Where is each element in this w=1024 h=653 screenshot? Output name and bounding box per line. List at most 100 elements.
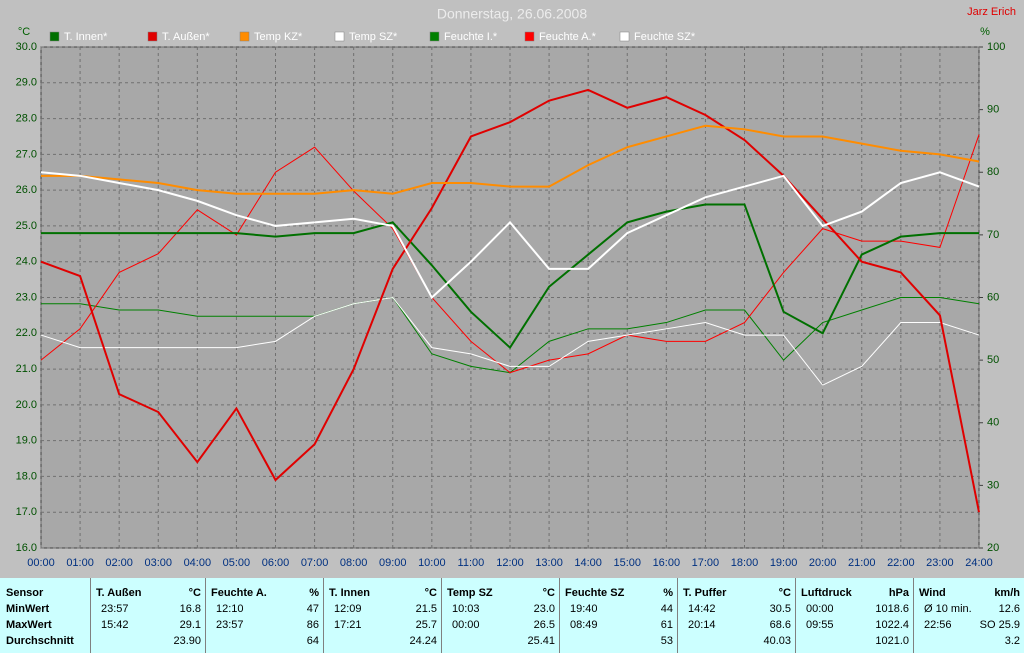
table-column: Temp SZ °C 10:03 23.0 00:00 26.5 25.41 [441, 578, 559, 653]
y2-axis-label: % [980, 26, 990, 38]
column-unit: km/h [994, 587, 1020, 599]
annotation: Jarz Erich [967, 6, 1016, 18]
cell-time: 08:49 [570, 619, 598, 631]
chart: Donnerstag, 26.06.2008 Jarz Erich °C % 1… [16, 6, 1016, 569]
cell-value: 47 [306, 603, 319, 615]
y-tick-label: 16.0 [16, 542, 37, 554]
column-header: T. Puffer [683, 587, 727, 599]
y-tick-label: 25.0 [16, 220, 37, 232]
table-column: Feuchte SZ% 19:40 44 08:49 61 53 [559, 578, 677, 653]
column-unit: °C [778, 587, 791, 599]
cell-time: Ø 10 min. [924, 603, 972, 615]
cell-value: 16.8 [179, 603, 201, 615]
cell-value: 25.41 [527, 635, 555, 647]
y-tick-label: 19.0 [16, 435, 37, 447]
x-tick-label: 02:00 [105, 557, 133, 569]
table-column: T. Außen °C 23:57 16.8 15:42 29.1 23.90 [90, 578, 205, 653]
x-tick-label: 24:00 [965, 557, 993, 569]
x-tick-label: 21:00 [848, 557, 876, 569]
x-tick-label: 00:00 [27, 557, 55, 569]
cell-time: 15:42 [101, 619, 129, 631]
stats-table: Sensor MinWert MaxWert Durchschnitt T. Außen… [0, 578, 1024, 653]
row-label: MinWert [6, 603, 50, 615]
legend-label: Temp KZ* [254, 31, 303, 43]
x-tick-label: 10:00 [418, 557, 446, 569]
chart-title: Donnerstag, 26.06.2008 [437, 6, 587, 22]
y-tick-label: 27.0 [16, 148, 37, 160]
cell-time: 00:00 [806, 603, 834, 615]
y2-tick-label: 30 [987, 479, 999, 491]
x-tick-label: 06:00 [262, 557, 290, 569]
cell-value: 86 [306, 619, 319, 631]
row-label: Durchschnitt [6, 635, 74, 647]
x-tick-label: 19:00 [770, 557, 798, 569]
series-line [40, 134, 980, 374]
cell-time: 09:55 [806, 619, 834, 631]
y-tick-label: 17.0 [16, 506, 37, 518]
legend-swatch [619, 31, 630, 42]
cell-time: 00:00 [452, 619, 480, 631]
cell-value: SO 25.9 [979, 619, 1020, 631]
x-tick-label: 22:00 [887, 557, 915, 569]
column-header: T. Außen [96, 587, 142, 599]
column-unit: hPa [888, 587, 909, 599]
cell-time: 10:03 [452, 603, 480, 615]
series-line [40, 296, 980, 386]
cell-value: 68.6 [769, 619, 791, 631]
cell-value: 24.24 [409, 635, 437, 647]
cell-value: 29.1 [179, 619, 201, 631]
legend-label: T. Innen* [64, 31, 108, 43]
column-header: Feuchte A. [211, 587, 267, 599]
column-unit: °C [424, 587, 437, 599]
series-line [41, 203, 979, 350]
y-tick-label: 20.0 [16, 399, 37, 411]
series-line [40, 171, 980, 300]
y2-tick-label: 100 [987, 41, 1005, 53]
y-tick-label: 21.0 [16, 363, 37, 375]
cell-time: 14:42 [688, 603, 716, 615]
cell-time: 23:57 [101, 603, 129, 615]
cell-time: 12:09 [334, 603, 362, 615]
x-tick-label: 18:00 [731, 557, 759, 569]
cell-value: 25.7 [415, 619, 437, 631]
row-label: MaxWert [6, 619, 52, 631]
x-tick-label: 03:00 [144, 557, 172, 569]
y-tick-label: 18.0 [16, 470, 37, 482]
x-tick-label: 16:00 [653, 557, 681, 569]
cell-time: 19:40 [570, 603, 598, 615]
legend-swatch [334, 31, 345, 42]
y2-tick-label: 40 [987, 417, 999, 429]
y2-tick-label: 90 [987, 104, 999, 116]
cell-value: 44 [660, 603, 673, 615]
cell-time: 12:10 [216, 603, 244, 615]
x-tick-label: 23:00 [926, 557, 954, 569]
column-header: Feuchte SZ [565, 587, 625, 599]
cell-time: 22:56 [924, 619, 952, 631]
legend-swatch [147, 31, 158, 42]
column-unit: °C [188, 587, 201, 599]
legend-swatch [239, 31, 250, 42]
column-header: T. Innen [329, 587, 370, 599]
x-tick-label: 05:00 [223, 557, 251, 569]
column-header: Luftdruck [801, 587, 852, 599]
cell-time: 17:21 [334, 619, 362, 631]
column-header: Wind [919, 587, 946, 599]
table-column: T. Innen °C 12:09 21.5 17:21 25.7 24.24 [323, 578, 441, 653]
cell-value: 40.03 [763, 635, 791, 647]
legend-label: Feuchte I.* [444, 31, 498, 43]
legend-label: Temp SZ* [349, 31, 398, 43]
y-axis-label: °C [18, 26, 30, 38]
series-line [41, 124, 980, 195]
x-tick-label: 04:00 [184, 557, 212, 569]
y2-tick-label: 50 [987, 354, 999, 366]
row-header: Sensor [6, 587, 44, 599]
column-unit: % [663, 587, 673, 599]
y2-tick-label: 60 [987, 291, 999, 303]
y-tick-label: 23.0 [16, 291, 37, 303]
cell-value: 64 [306, 635, 319, 647]
y-tick-label: 30.0 [16, 41, 37, 53]
table-column: T. Puffer °C 14:42 30.5 20:14 68.6 40.03 [677, 578, 795, 653]
column-unit: °C [542, 587, 555, 599]
cell-value: 23.90 [173, 635, 201, 647]
